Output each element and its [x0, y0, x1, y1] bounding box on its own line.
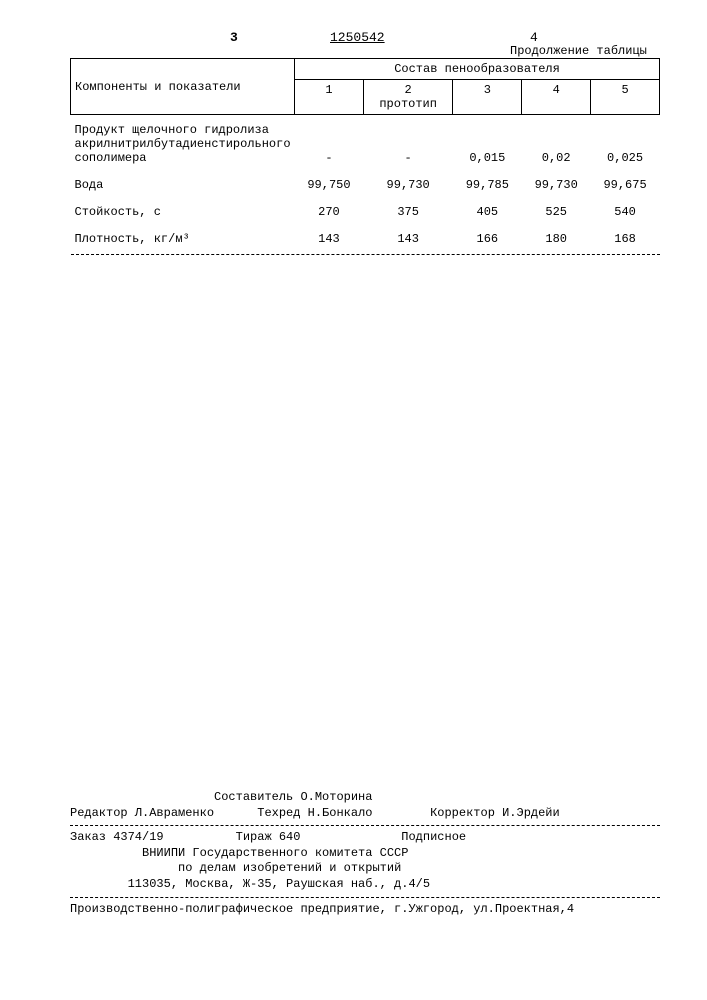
footer-block: Составитель О.Моторина Редактор Л.Авраме…	[70, 790, 660, 917]
col-header-composition: Состав пенообразователя	[295, 59, 660, 80]
footer-addr1: 113035, Москва, Ж-35, Раушская наб., д.4…	[70, 877, 660, 893]
subcol-4: 4	[522, 80, 591, 115]
page-number-right: 4	[530, 30, 538, 45]
footer-separator	[70, 825, 660, 826]
cell: 143	[295, 222, 364, 254]
cell: -	[295, 115, 364, 169]
table-row: Плотность, кг/м³ 143 143 166 180 168	[71, 222, 660, 254]
footer-org1: ВНИИПИ Государственного комитета СССР	[70, 846, 660, 862]
cell: 405	[453, 195, 522, 222]
cell: 525	[522, 195, 591, 222]
cell: 99,730	[522, 168, 591, 195]
cell: 540	[591, 195, 660, 222]
cell: 375	[363, 195, 453, 222]
cell: 180	[522, 222, 591, 254]
cell: 0,015	[453, 115, 522, 169]
cell: -	[363, 115, 453, 169]
col-header-components: Компоненты и показатели	[71, 59, 295, 115]
cell: 168	[591, 222, 660, 254]
page-header: 3 1250542 4 Продолжение таблицы	[70, 30, 667, 52]
subcol-1: 1	[295, 80, 364, 115]
row-label: Вода	[71, 168, 295, 195]
cell: 166	[453, 222, 522, 254]
subcol-2-note: прототип	[379, 97, 437, 111]
cell: 99,785	[453, 168, 522, 195]
subcol-2-num: 2	[405, 83, 412, 97]
table-row: Стойкость, с 270 375 405 525 540	[71, 195, 660, 222]
row-label: Плотность, кг/м³	[71, 222, 295, 254]
cell: 99,750	[295, 168, 364, 195]
cell: 99,675	[591, 168, 660, 195]
page-number-left: 3	[230, 30, 238, 45]
document-number: 1250542	[330, 30, 385, 45]
row-label: Стойкость, с	[71, 195, 295, 222]
footer-credits-row: Редактор Л.Авраменко Техред Н.Бонкало Ко…	[70, 806, 660, 822]
footer-order-row: Заказ 4374/19 Тираж 640 Подписное	[70, 830, 660, 846]
table-row: Вода 99,750 99,730 99,785 99,730 99,675	[71, 168, 660, 195]
footer-addr2: Производственно-полиграфическое предприя…	[70, 902, 660, 918]
subcol-3: 3	[453, 80, 522, 115]
data-table: Компоненты и показатели Состав пенообраз…	[70, 58, 660, 256]
footer-org2: по делам изобретений и открытий	[70, 861, 660, 877]
cell: 270	[295, 195, 364, 222]
cell: 143	[363, 222, 453, 254]
row-label: Продукт щелочного гидролиза акрилнитрилб…	[71, 115, 295, 169]
footer-separator	[70, 897, 660, 898]
cell: 99,730	[363, 168, 453, 195]
subcol-2: 2 прототип	[363, 80, 453, 115]
footer-compiler: Составитель О.Моторина	[70, 790, 660, 806]
cell: 0,025	[591, 115, 660, 169]
cell: 0,02	[522, 115, 591, 169]
subcol-5: 5	[591, 80, 660, 115]
table-continuation-label: Продолжение таблицы	[510, 44, 647, 58]
table-row: Продукт щелочного гидролиза акрилнитрилб…	[71, 115, 660, 169]
table-bottom-rule	[71, 254, 660, 255]
